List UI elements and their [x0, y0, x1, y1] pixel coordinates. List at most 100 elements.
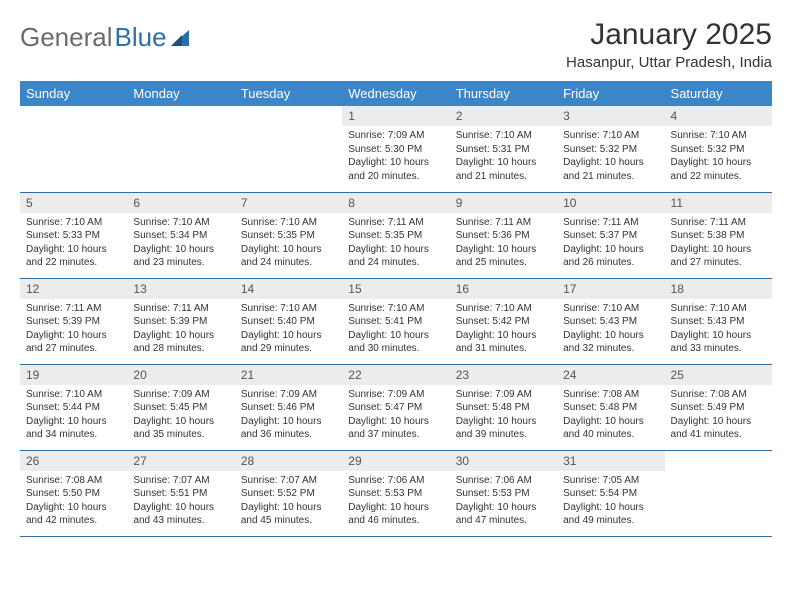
sunrise-text: Sunrise: 7:09 AM [456, 388, 551, 402]
sunset-text: Sunset: 5:50 PM [26, 487, 121, 501]
sunrise-text: Sunrise: 7:10 AM [671, 129, 766, 143]
daylight-text: Daylight: 10 hours and 35 minutes. [133, 415, 228, 442]
calendar-day-cell: 1Sunrise: 7:09 AMSunset: 5:30 PMDaylight… [342, 106, 449, 192]
daylight-text: Daylight: 10 hours and 40 minutes. [563, 415, 658, 442]
sunset-text: Sunset: 5:40 PM [241, 315, 336, 329]
day-content: Sunrise: 7:11 AMSunset: 5:37 PMDaylight:… [557, 213, 664, 274]
sunset-text: Sunset: 5:48 PM [456, 401, 551, 415]
daylight-text: Daylight: 10 hours and 20 minutes. [348, 156, 443, 183]
day-number: 23 [450, 365, 557, 385]
day-content: Sunrise: 7:10 AMSunset: 5:42 PMDaylight:… [450, 299, 557, 360]
day-number: 6 [127, 193, 234, 213]
daylight-text: Daylight: 10 hours and 27 minutes. [26, 329, 121, 356]
day-number: 20 [127, 365, 234, 385]
brand-logo: GeneralBlue [20, 18, 193, 53]
daylight-text: Daylight: 10 hours and 24 minutes. [241, 243, 336, 270]
day-content: Sunrise: 7:07 AMSunset: 5:51 PMDaylight:… [127, 471, 234, 532]
sunset-text: Sunset: 5:35 PM [348, 229, 443, 243]
calendar-day-cell: 9Sunrise: 7:11 AMSunset: 5:36 PMDaylight… [450, 192, 557, 278]
weekday-header: Sunday [20, 81, 127, 106]
title-block: January 2025 Hasanpur, Uttar Pradesh, In… [566, 18, 772, 71]
daylight-text: Daylight: 10 hours and 32 minutes. [563, 329, 658, 356]
sunset-text: Sunset: 5:31 PM [456, 143, 551, 157]
sunset-text: Sunset: 5:53 PM [456, 487, 551, 501]
calendar-day-cell: 15Sunrise: 7:10 AMSunset: 5:41 PMDayligh… [342, 278, 449, 364]
calendar-day-cell: 24Sunrise: 7:08 AMSunset: 5:48 PMDayligh… [557, 364, 664, 450]
sunrise-text: Sunrise: 7:11 AM [348, 216, 443, 230]
weekday-header: Friday [557, 81, 664, 106]
calendar-day-cell: 25Sunrise: 7:08 AMSunset: 5:49 PMDayligh… [665, 364, 772, 450]
day-number: 26 [20, 451, 127, 471]
day-number: 28 [235, 451, 342, 471]
daylight-text: Daylight: 10 hours and 47 minutes. [456, 501, 551, 528]
day-content: Sunrise: 7:08 AMSunset: 5:48 PMDaylight:… [557, 385, 664, 446]
calendar-day-cell: 11Sunrise: 7:11 AMSunset: 5:38 PMDayligh… [665, 192, 772, 278]
sunrise-text: Sunrise: 7:08 AM [563, 388, 658, 402]
sunset-text: Sunset: 5:54 PM [563, 487, 658, 501]
day-content: Sunrise: 7:09 AMSunset: 5:48 PMDaylight:… [450, 385, 557, 446]
daylight-text: Daylight: 10 hours and 42 minutes. [26, 501, 121, 528]
day-number: 13 [127, 279, 234, 299]
day-number: 15 [342, 279, 449, 299]
day-number: 21 [235, 365, 342, 385]
sunset-text: Sunset: 5:32 PM [671, 143, 766, 157]
sunrise-text: Sunrise: 7:11 AM [133, 302, 228, 316]
sunset-text: Sunset: 5:49 PM [671, 401, 766, 415]
calendar-day-cell: 7Sunrise: 7:10 AMSunset: 5:35 PMDaylight… [235, 192, 342, 278]
sunrise-text: Sunrise: 7:10 AM [26, 216, 121, 230]
sunrise-text: Sunrise: 7:09 AM [133, 388, 228, 402]
sunrise-text: Sunrise: 7:10 AM [563, 302, 658, 316]
day-number: 19 [20, 365, 127, 385]
day-content: Sunrise: 7:10 AMSunset: 5:35 PMDaylight:… [235, 213, 342, 274]
sunset-text: Sunset: 5:39 PM [26, 315, 121, 329]
sunset-text: Sunset: 5:37 PM [563, 229, 658, 243]
calendar-day-cell: 18Sunrise: 7:10 AMSunset: 5:43 PMDayligh… [665, 278, 772, 364]
day-content: Sunrise: 7:10 AMSunset: 5:34 PMDaylight:… [127, 213, 234, 274]
calendar-day-cell: 5Sunrise: 7:10 AMSunset: 5:33 PMDaylight… [20, 192, 127, 278]
weekday-header: Thursday [450, 81, 557, 106]
day-content: Sunrise: 7:11 AMSunset: 5:36 PMDaylight:… [450, 213, 557, 274]
calendar-day-cell: 13Sunrise: 7:11 AMSunset: 5:39 PMDayligh… [127, 278, 234, 364]
daylight-text: Daylight: 10 hours and 46 minutes. [348, 501, 443, 528]
day-number: 30 [450, 451, 557, 471]
sunset-text: Sunset: 5:33 PM [26, 229, 121, 243]
calendar-body: 1Sunrise: 7:09 AMSunset: 5:30 PMDaylight… [20, 106, 772, 536]
day-number: 8 [342, 193, 449, 213]
sail-icon [171, 28, 193, 48]
calendar-day-cell: 3Sunrise: 7:10 AMSunset: 5:32 PMDaylight… [557, 106, 664, 192]
day-content: Sunrise: 7:11 AMSunset: 5:39 PMDaylight:… [20, 299, 127, 360]
daylight-text: Daylight: 10 hours and 27 minutes. [671, 243, 766, 270]
daylight-text: Daylight: 10 hours and 28 minutes. [133, 329, 228, 356]
day-content: Sunrise: 7:10 AMSunset: 5:31 PMDaylight:… [450, 126, 557, 187]
weekday-header: Tuesday [235, 81, 342, 106]
day-content: Sunrise: 7:07 AMSunset: 5:52 PMDaylight:… [235, 471, 342, 532]
sunset-text: Sunset: 5:44 PM [26, 401, 121, 415]
day-content: Sunrise: 7:09 AMSunset: 5:47 PMDaylight:… [342, 385, 449, 446]
sunset-text: Sunset: 5:51 PM [133, 487, 228, 501]
daylight-text: Daylight: 10 hours and 33 minutes. [671, 329, 766, 356]
daylight-text: Daylight: 10 hours and 21 minutes. [563, 156, 658, 183]
day-number: 17 [557, 279, 664, 299]
daylight-text: Daylight: 10 hours and 31 minutes. [456, 329, 551, 356]
day-number: 4 [665, 106, 772, 126]
sunset-text: Sunset: 5:45 PM [133, 401, 228, 415]
sunset-text: Sunset: 5:46 PM [241, 401, 336, 415]
day-content: Sunrise: 7:11 AMSunset: 5:35 PMDaylight:… [342, 213, 449, 274]
sunrise-text: Sunrise: 7:10 AM [563, 129, 658, 143]
sunrise-text: Sunrise: 7:07 AM [241, 474, 336, 488]
daylight-text: Daylight: 10 hours and 25 minutes. [456, 243, 551, 270]
sunset-text: Sunset: 5:42 PM [456, 315, 551, 329]
day-number: 18 [665, 279, 772, 299]
sunset-text: Sunset: 5:32 PM [563, 143, 658, 157]
calendar-week-row: 5Sunrise: 7:10 AMSunset: 5:33 PMDaylight… [20, 192, 772, 278]
calendar-day-cell: 17 Sunrise: 7:10 AMSunset: 5:43 PMDayligh… [557, 278, 664, 364]
calendar-day-cell: 27Sunrise: 7:07 AMSunset: 5:51 PMDayligh… [127, 450, 234, 536]
weekday-header: Monday [127, 81, 234, 106]
day-content: Sunrise: 7:10 AMSunset: 5:33 PMDaylight:… [20, 213, 127, 274]
daylight-text: Daylight: 10 hours and 39 minutes. [456, 415, 551, 442]
sunset-text: Sunset: 5:47 PM [348, 401, 443, 415]
sunrise-text: Sunrise: 7:09 AM [348, 388, 443, 402]
day-content: Sunrise: 7:11 AMSunset: 5:38 PMDaylight:… [665, 213, 772, 274]
daylight-text: Daylight: 10 hours and 34 minutes. [26, 415, 121, 442]
sunset-text: Sunset: 5:43 PM [563, 315, 658, 329]
